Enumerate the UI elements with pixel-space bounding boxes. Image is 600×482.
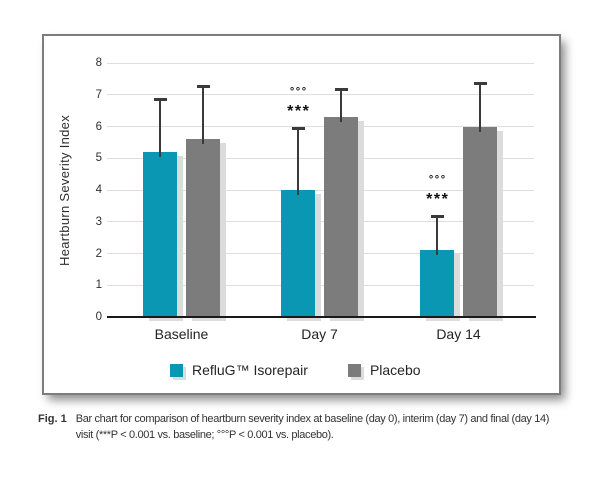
error-bar-cap-bar-placebo-baseline: [196, 85, 210, 89]
y-tick-label-6: 6: [95, 120, 102, 133]
sig-markers-bar-reflug-isorepair-day-14: °°° ***: [425, 174, 450, 209]
circles-marker: °°°: [289, 85, 308, 98]
bar-reflug-isorepair-day-7: [281, 190, 315, 317]
error-bar-cap-bar-placebo-day-14: [473, 82, 487, 86]
x-tick-label-day-14: Day 14: [436, 326, 481, 342]
gray-swatch-icon: [347, 363, 361, 377]
x-tick-label-baseline: Baseline: [154, 326, 209, 342]
legend: RefluG™ Isorepair Placebo: [170, 362, 421, 378]
x-tick-label-day-7: Day 7: [301, 326, 338, 342]
figure-caption-line-2: visit (***P < 0.001 vs. baseline; °°°P <…: [75, 429, 334, 441]
gridline-5: [107, 157, 534, 159]
x-axis-line: [107, 316, 536, 318]
error-bar-line-bar-reflug-isorepair-baseline: [158, 97, 162, 157]
y-tick-label-2: 2: [95, 247, 102, 260]
teal-swatch-icon: [170, 363, 183, 377]
bar-placebo-day-7: [324, 116, 358, 317]
legend-item-placebo: Placebo: [347, 362, 421, 378]
figure-caption-label: Fig. 1: [38, 413, 67, 425]
figure-panel: Heartburn Severity Index 0 1 2 3 4 5 6 7 8 Baseli…: [42, 34, 561, 395]
gridline-4: [107, 189, 534, 191]
asterisks-marker: ***: [287, 102, 311, 120]
y-tick-label-8: 8: [95, 57, 102, 69]
error-bar-cap-bar-reflug-isorepair-baseline: [153, 97, 167, 101]
figure-caption-text: Bar chart for comparison of heartburn se…: [75, 411, 550, 443]
figure-caption-line-1: Bar chart for comparison of heartburn se…: [75, 413, 550, 425]
legend-item-reflug-isorepair: RefluG™ Isorepair: [170, 362, 308, 378]
error-bar-cap-bar-reflug-isorepair-day-7: [291, 126, 305, 130]
error-bar-line-bar-reflug-isorepair-day-14: [435, 215, 439, 256]
y-tick-label-5: 5: [95, 152, 102, 165]
error-bar-line-bar-placebo-day-7: [339, 88, 343, 122]
y-tick-label-7: 7: [95, 88, 102, 101]
y-axis-title: Heartburn Severity Index: [52, 63, 76, 317]
gridline-3: [107, 221, 534, 223]
bar-reflug-isorepair-baseline: [143, 151, 177, 317]
gridline-6: [107, 126, 534, 127]
bar-placebo-day-14: [463, 126, 497, 317]
circles-marker: °°°: [428, 174, 447, 187]
gridline-1: [107, 284, 534, 286]
gridline-2: [107, 253, 534, 254]
error-bar-cap-bar-placebo-day-7: [334, 88, 348, 92]
y-tick-label-1: 1: [95, 279, 102, 292]
sig-markers-bar-reflug-isorepair-day-7: °°° ***: [286, 85, 311, 120]
plot-area: 0 1 2 3 4 5 6 7 8 Baseline Day 7 Day 14 °°° *** °°° ***: [96, 57, 536, 342]
error-bar-line-bar-placebo-baseline: [201, 85, 205, 145]
y-axis-title-text: Heartburn Severity Index: [56, 114, 72, 266]
asterisks-marker: ***: [426, 191, 450, 209]
y-tick-label-4: 4: [95, 184, 102, 196]
legend-label-reflug-isorepair: RefluG™ Isorepair: [192, 362, 308, 378]
y-tick-label-0: 0: [95, 311, 102, 323]
gridline-8: [107, 62, 534, 64]
bar-reflug-isorepair-day-14: [420, 250, 454, 317]
error-bar-line-bar-reflug-isorepair-day-7: [296, 126, 300, 195]
error-bar-cap-bar-reflug-isorepair-day-14: [430, 215, 444, 219]
y-tick-label-3: 3: [95, 215, 102, 228]
gridline-7: [107, 94, 534, 96]
legend-label-placebo: Placebo: [369, 362, 421, 378]
figure-caption: Fig. 1 Bar chart for comparison of heart…: [38, 411, 549, 443]
bar-placebo-baseline: [186, 139, 220, 317]
error-bar-line-bar-placebo-day-14: [478, 82, 482, 132]
